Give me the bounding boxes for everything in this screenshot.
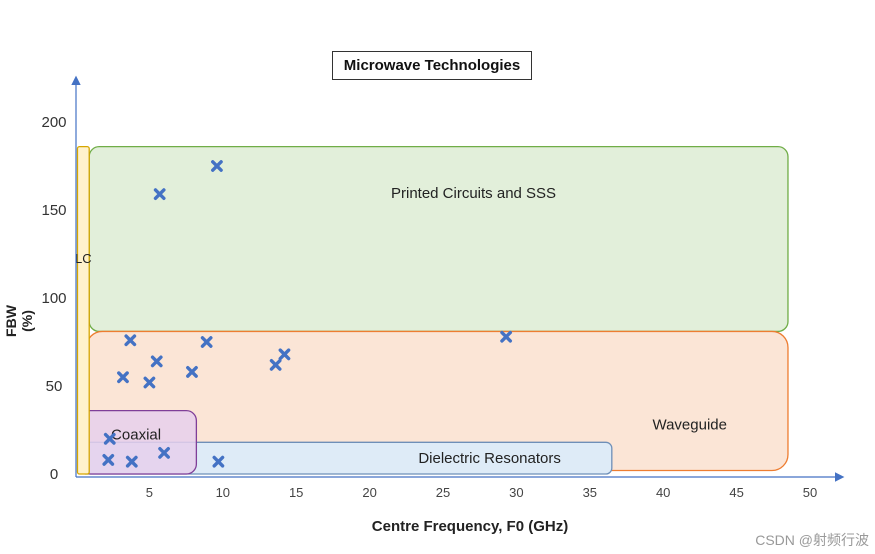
y-tick-label: 150: [41, 202, 66, 219]
data-point: [211, 160, 223, 172]
data-point: [143, 376, 156, 389]
data-point: [124, 334, 137, 347]
region-area: [76, 145, 90, 475]
y-tick-label: 50: [46, 378, 63, 395]
x-tick-label: 30: [509, 485, 523, 500]
chart-title: Microwave Technologies: [332, 51, 532, 80]
x-tick-label: 15: [289, 485, 303, 500]
region-label: Printed Circuits and SSS: [391, 185, 556, 202]
region-waveguide: Waveguide: [85, 330, 789, 472]
y-tick-label: 100: [41, 290, 66, 307]
region-label: LC: [75, 251, 92, 266]
data-point: [500, 330, 513, 343]
chart-axes: [71, 75, 845, 482]
data-point: [212, 455, 225, 468]
data-point: [125, 455, 138, 468]
x-tick-label: 20: [362, 485, 376, 500]
x-tick-label: 50: [803, 485, 817, 500]
data-point: [117, 371, 129, 384]
data-point: [103, 432, 116, 445]
x-axis-label: Centre Frequency, F0 (GHz): [371, 518, 569, 535]
data-point: [153, 188, 166, 201]
technology-regions: Printed Circuits and SSS Waveguide Dielect…: [75, 145, 789, 475]
y-tick-label: 0: [50, 466, 58, 483]
data-point: [200, 336, 213, 348]
data-point: [158, 446, 170, 459]
data-point: [278, 348, 291, 361]
x-tick-label: 40: [656, 485, 670, 500]
watermark-text: CSDN @射频行波: [755, 532, 869, 548]
chart-tick-labels: 5 10 15 20 25 30 35 40 45 50 0 50 100 150 200: [41, 114, 817, 500]
data-point: [186, 366, 198, 378]
data-point: [269, 358, 282, 371]
region-lc: LC: [75, 145, 92, 475]
y-axis-label: FBW (%): [3, 305, 35, 337]
x-tick-label: 10: [216, 485, 230, 500]
x-tick-label: 35: [583, 485, 597, 500]
data-point: [102, 454, 115, 466]
x-tick-label: 5: [146, 485, 153, 500]
region-coaxial: Coaxial: [79, 409, 198, 475]
region-printed-circuits-and-sss: Printed Circuits and SSS: [88, 145, 789, 333]
region-label: Dielectric Resonators: [418, 450, 561, 467]
data-point: [150, 355, 163, 368]
y-tick-label: 200: [41, 114, 66, 131]
region-area: [88, 145, 789, 333]
x-tick-label: 25: [436, 485, 450, 500]
region-label: Waveguide: [652, 417, 727, 434]
x-tick-label: 45: [729, 485, 743, 500]
region-label: Coaxial: [111, 427, 161, 444]
chart-data-points: [102, 160, 513, 468]
